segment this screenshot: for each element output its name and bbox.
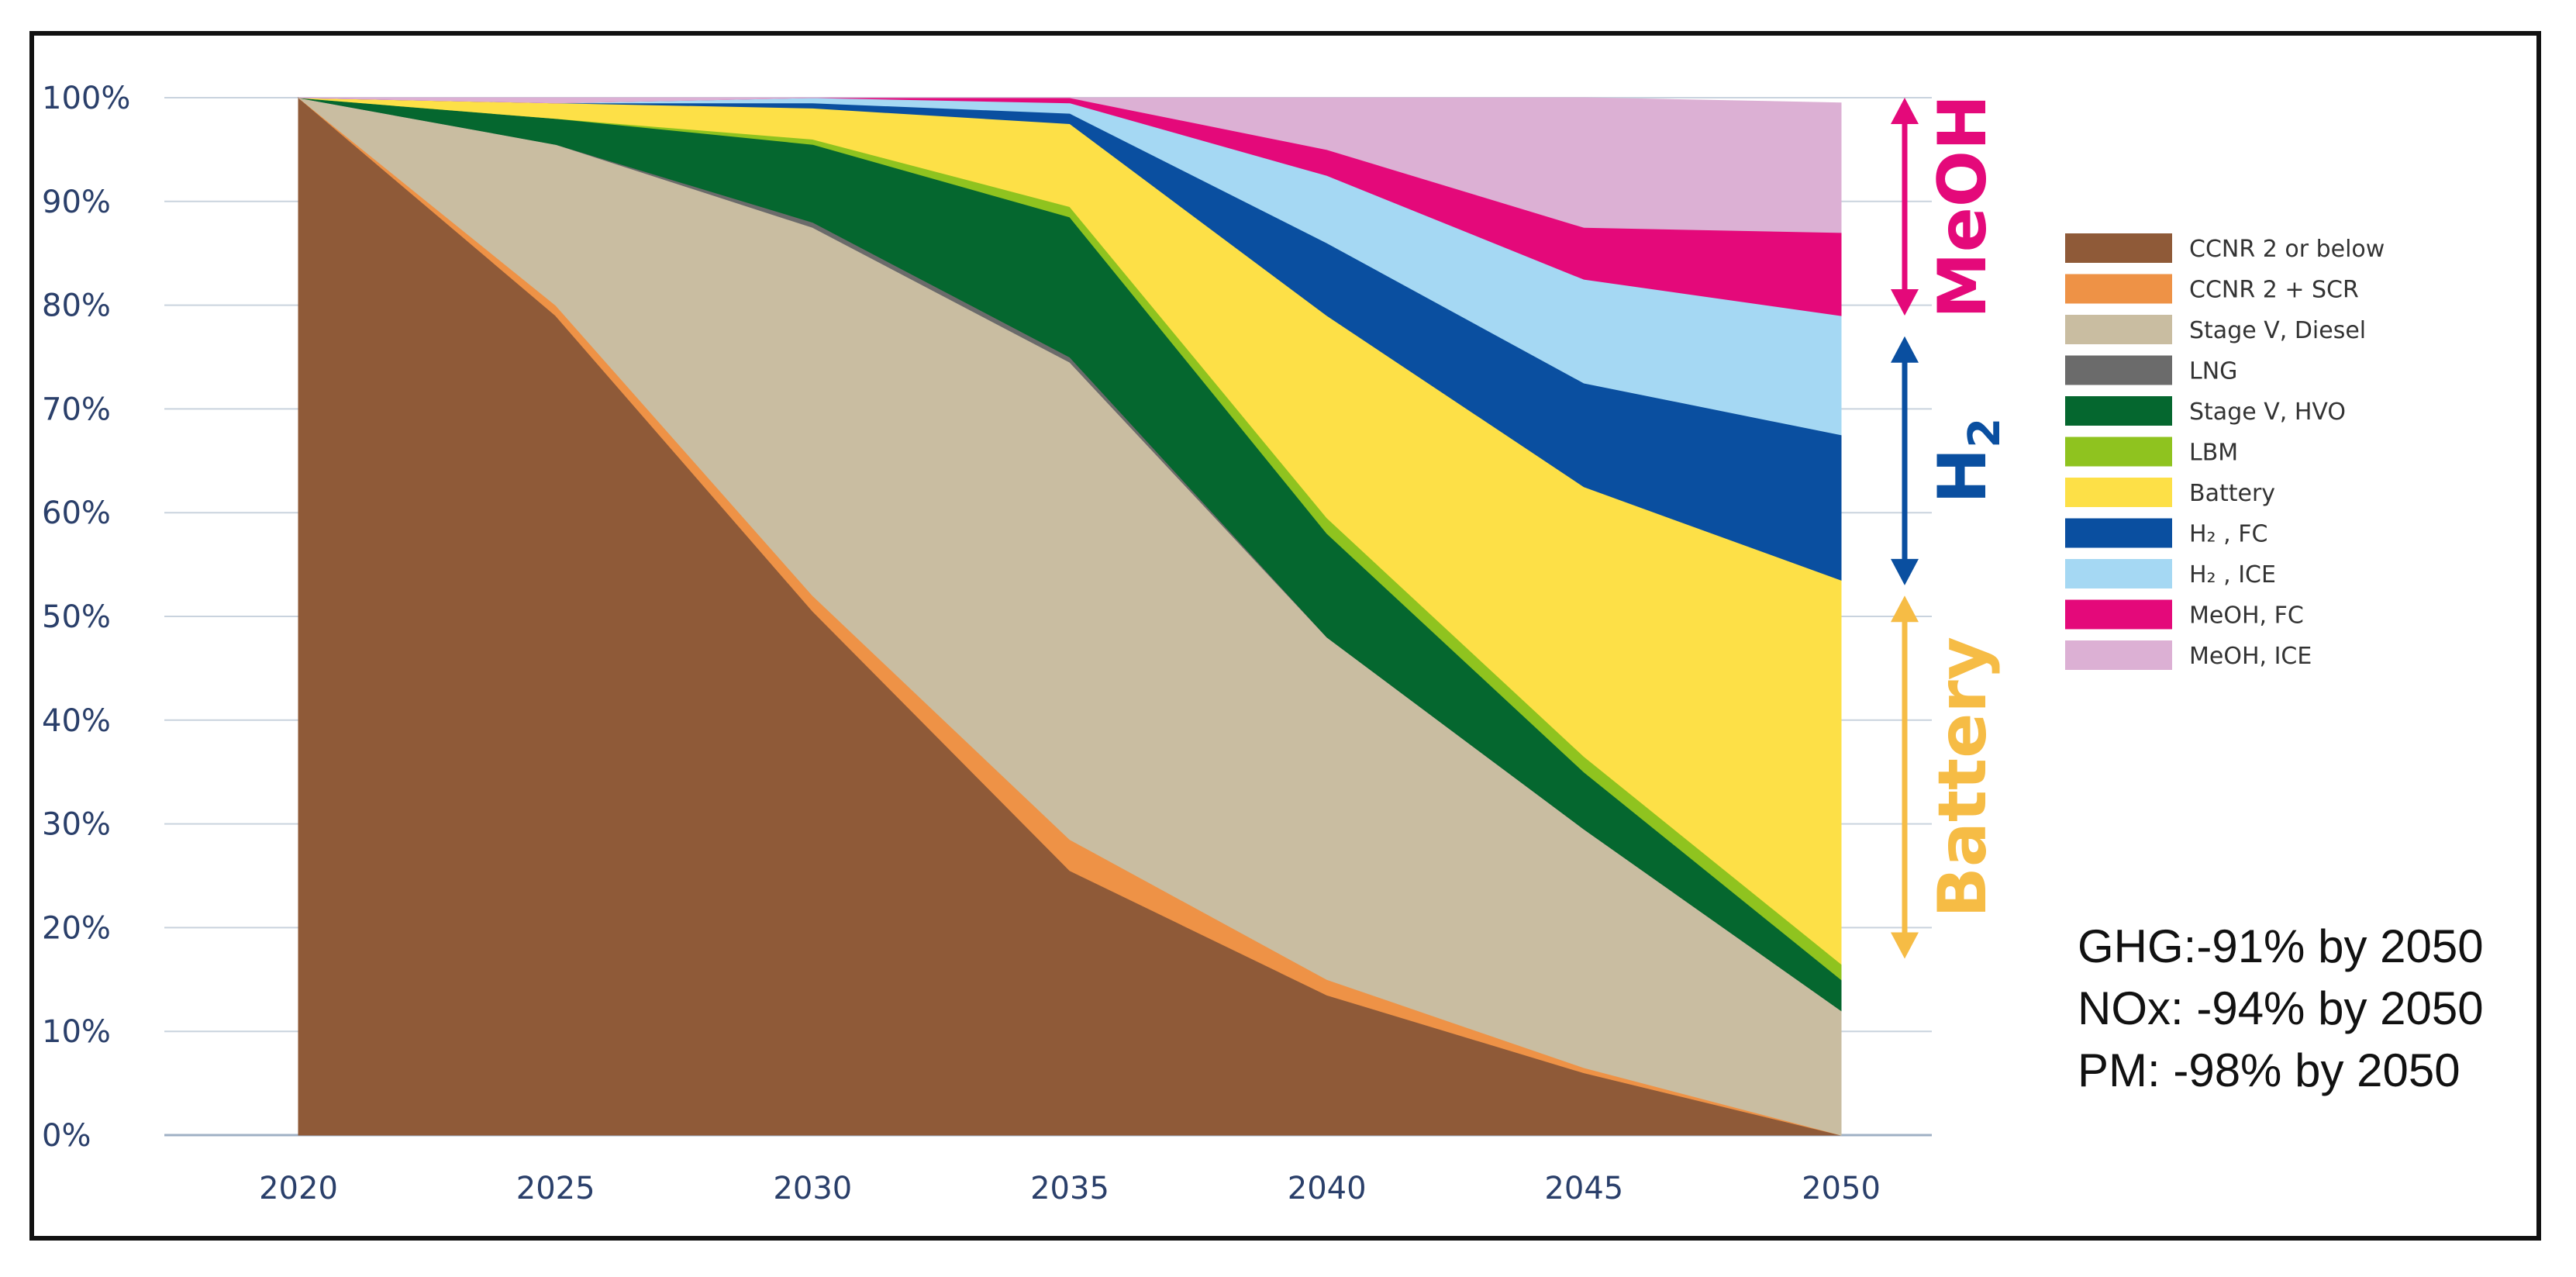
legend-swatch <box>2065 599 2172 630</box>
stats-line: PM: -98% by 2050 <box>2078 1044 2460 1096</box>
y-tick-label: 80% <box>42 288 111 324</box>
y-axis: 0% 10% 20% 30% 40% 50% 60% 70% 80% 90% 100% <box>42 81 130 1154</box>
y-tick-label: 60% <box>42 495 111 531</box>
area-series <box>298 96 1842 1136</box>
y-tick-label: 90% <box>42 185 111 220</box>
legend-swatch <box>2065 478 2172 507</box>
legend-swatch <box>2065 518 2172 548</box>
stacked-area-chart: 0%10%20%30%40%50%60%70%80%90%100% 2020 20… <box>42 81 2484 1206</box>
band-annotations: MeOH H2 Battery <box>1891 95 2010 959</box>
area-meoh-ice <box>298 97 1842 233</box>
y-tick-label: 40% <box>42 703 111 739</box>
legend-label: CCNR 2 + SCR <box>2189 277 2359 304</box>
x-tick-label: 2020 <box>259 1171 338 1206</box>
y-tick-label: 70% <box>42 392 111 427</box>
y-tick-label: 0% <box>42 1118 91 1154</box>
arrowhead-up <box>1891 98 1919 124</box>
band-label-meoh: MeOH <box>1924 95 2002 319</box>
x-tick-label: 2025 <box>516 1171 595 1206</box>
arrowhead-down <box>1891 288 1919 316</box>
legend-swatch <box>2065 315 2172 344</box>
x-tick-label: 2045 <box>1544 1171 1623 1206</box>
legend-label: Stage V, HVO <box>2189 399 2346 426</box>
subscript: 2 <box>1960 418 2010 448</box>
band-label-battery: Battery <box>1924 637 2002 918</box>
stats-line: NOx: -94% by 2050 <box>2078 982 2484 1034</box>
y-tick-label: 30% <box>42 807 111 843</box>
stats-annotations: GHG:-91% by 2050 NOx: -94% by 2050 PM: -98… <box>2078 920 2484 1096</box>
arrowhead-down <box>1891 558 1919 585</box>
legend-swatch <box>2065 396 2172 426</box>
arrowhead-up <box>1891 595 1919 623</box>
legend-swatch <box>2065 437 2172 467</box>
y-tick-label: 10% <box>42 1014 111 1050</box>
y-tick-label: 100% <box>42 81 130 116</box>
y-tick-label: 50% <box>42 599 111 635</box>
arrowhead-up <box>1891 336 1919 363</box>
legend-label: LBM <box>2189 440 2238 467</box>
legend-label: Stage V, Diesel <box>2189 317 2366 344</box>
legend-swatch <box>2065 355 2172 385</box>
x-tick-label: 2050 <box>1802 1171 1881 1206</box>
chart-frame: 0% 10% 20% 30% 40% 50% 60% 70% 80% 90% 100% 2020 20… <box>29 31 2541 1241</box>
legend-label: Battery <box>2189 480 2275 507</box>
legend: CCNR 2 or below CCNR 2 + SCR Stage V, Dies… <box>2065 233 2385 670</box>
legend-label: H₂ , FC <box>2189 521 2267 548</box>
legend-swatch <box>2065 274 2172 304</box>
legend-swatch <box>2065 559 2172 588</box>
stats-line: GHG:-91% by 2050 <box>2078 920 2484 972</box>
legend-label: MeOH, ICE <box>2189 643 2312 670</box>
x-tick-label: 2035 <box>1030 1171 1109 1206</box>
band-label-h: H2 <box>1924 418 2010 504</box>
legend-label: H₂ , ICE <box>2189 561 2276 588</box>
arrowhead-down <box>1891 932 1919 959</box>
legend-label: MeOH, FC <box>2189 602 2304 630</box>
y-tick-label: 20% <box>42 910 111 946</box>
legend-swatch <box>2065 233 2172 263</box>
legend-label: CCNR 2 or below <box>2189 236 2385 263</box>
x-tick-label: 2030 <box>773 1171 852 1206</box>
x-axis: 2020 2025 2030 2035 2040 2045 2050 <box>259 1171 1881 1206</box>
x-tick-label: 2040 <box>1288 1171 1367 1206</box>
legend-label: LNG <box>2189 358 2237 385</box>
legend-swatch <box>2065 640 2172 670</box>
